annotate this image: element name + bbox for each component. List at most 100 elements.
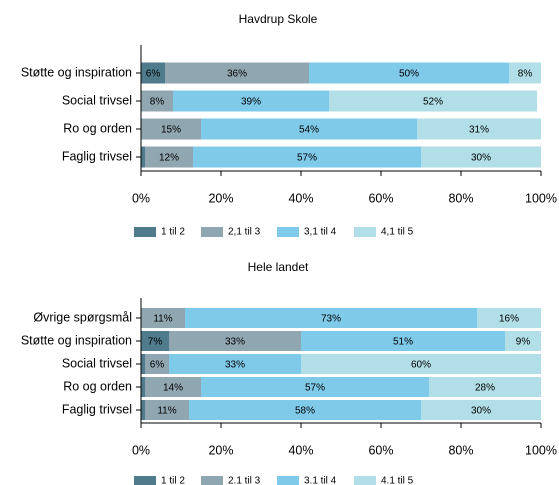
bar-segment [185,308,477,328]
data-label: 36% [227,69,247,80]
legend-swatch [134,227,156,237]
data-label: 7% [148,337,163,348]
x-tick-label: 20% [208,191,233,205]
data-label: 31% [469,125,489,136]
data-label: 16% [499,314,519,325]
data-label: 8% [150,97,165,108]
bar-segment [429,377,541,397]
bar-segment [421,400,541,420]
bar-segment [145,400,189,420]
y-tick-label: Ro og orden [63,121,132,135]
data-label: 50% [399,69,419,80]
bar-segment [169,354,301,374]
bar-segment [169,331,301,351]
bar-segment [309,62,509,84]
bar-segment [145,354,169,374]
x-tick-label: 20% [208,443,233,457]
data-label: 51% [393,337,413,348]
legend-swatch [201,476,223,485]
y-tick-label: Øvrige spørgsmål [33,310,132,324]
bar-segment [141,90,173,112]
bar-segment [141,146,145,168]
x-tick-label: 0% [132,191,150,205]
legend-swatch [201,227,223,237]
bar-segment [145,146,193,168]
data-label: 14% [163,383,183,394]
y-tick-label: Faglig trivsel [62,149,132,163]
y-tick-label: Social trivsel [62,93,132,107]
bar-segment [477,308,541,328]
data-label: 33% [225,360,245,371]
bar-segment [417,118,541,140]
y-tick-label: Faglig trivsel [62,402,132,416]
bar-segment [301,354,541,374]
data-label: 57% [297,153,317,164]
data-label: 39% [241,97,261,108]
x-tick-label: 0% [132,443,150,457]
legend-label: 2.1 til 3 [228,476,261,485]
x-tick-label: 100% [525,443,557,457]
bar-segment [145,377,201,397]
data-label: 11% [157,406,176,417]
bar-segment [329,90,537,112]
legend-label: 3,1 til 4 [304,227,337,238]
bar-segment [141,118,201,140]
bar-segment [421,146,541,168]
data-label: 11% [153,314,172,325]
chart-title: Hele landet [248,260,309,274]
data-label: 57% [305,383,325,394]
data-label: 58% [295,406,315,417]
data-label: 60% [411,360,431,371]
bar-segment [505,331,541,351]
bar-segment [141,62,165,84]
data-label: 54% [299,125,319,136]
data-label: 30% [471,153,491,164]
bar-segment [141,354,145,374]
x-tick-label: 100% [525,191,557,205]
bar-segment [193,146,421,168]
y-tick-label: Ro og orden [63,379,132,393]
y-tick-label: Social trivsel [62,356,132,370]
bar-segment [141,308,185,328]
legend-swatch [277,227,299,237]
legend-label: 4,1 til 5 [381,227,414,238]
legend-label: 3.1 til 4 [304,476,337,485]
chart-title: Havdrup Skole [239,12,318,26]
legend-swatch [354,476,376,485]
data-label: 9% [516,337,531,348]
x-tick-label: 80% [448,191,473,205]
legend-label: 4.1 til 5 [381,476,414,485]
x-tick-label: 60% [368,443,393,457]
x-tick-label: 40% [288,443,313,457]
data-label: 12% [159,153,179,164]
bar-segment [173,90,329,112]
data-label: 28% [475,383,495,394]
bar-segment [201,377,429,397]
bar-segment [301,331,505,351]
data-label: 15% [161,125,181,136]
bar-segment [201,118,417,140]
data-label: 8% [518,69,533,80]
bar-segment [141,377,145,397]
bar-segment [165,62,309,84]
x-tick-label: 40% [288,191,313,205]
bar-segment [189,400,421,420]
bar-segment [141,400,145,420]
data-label: 52% [423,97,443,108]
y-tick-label: Støtte og inspiration [21,333,132,347]
y-tick-label: Støtte og inspiration [21,65,132,79]
x-tick-label: 80% [448,443,473,457]
data-label: 33% [225,337,245,348]
bar-segment [141,331,169,351]
legend-swatch [134,476,156,485]
bar-segment [509,62,541,84]
x-tick-label: 60% [368,191,393,205]
data-label: 6% [146,69,161,80]
data-label: 6% [150,360,165,371]
data-label: 73% [321,314,341,325]
data-label: 30% [471,406,491,417]
legend-label: 1 til 2 [161,476,185,485]
legend-label: 1 til 2 [161,227,185,238]
legend-swatch [354,227,376,237]
